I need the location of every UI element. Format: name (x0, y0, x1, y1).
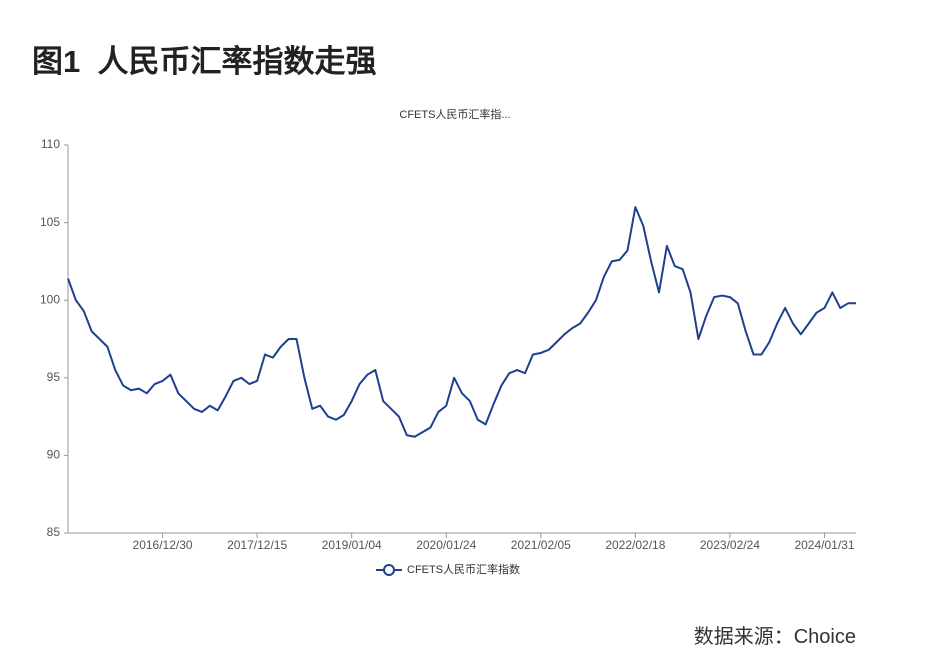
legend-marker (383, 564, 395, 576)
heading: 图1 人民币汇率指数走强 (32, 44, 377, 79)
y-tick-label: 110 (41, 137, 60, 151)
x-tick-label: 2023/02/24 (700, 538, 760, 552)
y-tick-label: 95 (47, 370, 61, 384)
y-tick-label: 90 (47, 448, 61, 462)
x-tick-label: 2020/01/24 (416, 538, 476, 552)
x-tick-label: 2022/02/18 (605, 538, 665, 552)
line (67, 206, 856, 438)
x-tick-label: 2024/01/31 (794, 538, 854, 552)
legend-label: CFETS人民币汇率指数 (407, 562, 520, 576)
x-tick-label: 2016/12/30 (133, 538, 193, 552)
x-tick-label: 2017/12/15 (227, 538, 287, 552)
y-tick-label: 100 (40, 292, 60, 306)
y-tick-label: 105 (40, 215, 60, 229)
chart-title: CFETS人民币汇率指... (399, 107, 510, 121)
x-tick-label: 2019/01/04 (322, 538, 382, 552)
source: 数据来源：Choice (693, 626, 856, 648)
x-tick-label: 2021/02/05 (511, 538, 571, 552)
y-tick-label: 85 (47, 525, 61, 539)
